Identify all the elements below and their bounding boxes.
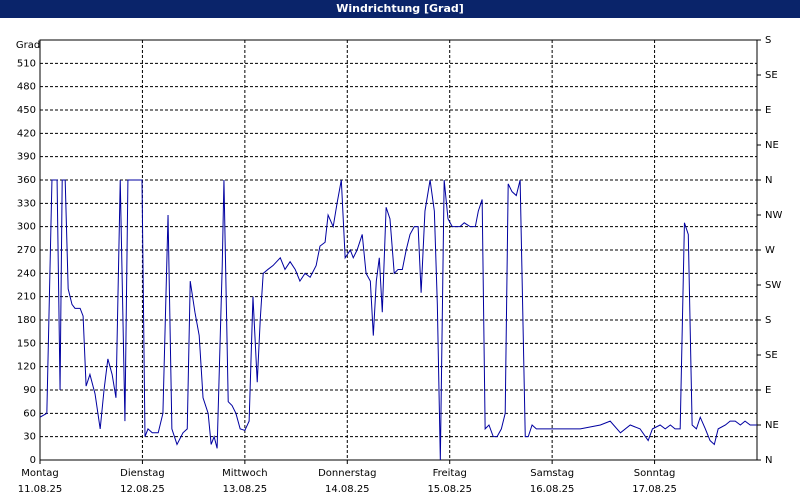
y-tick-label: 180 xyxy=(17,315,36,326)
x-tick-date: 12.08.25 xyxy=(120,484,165,495)
y-tick-label: 510 xyxy=(17,58,36,69)
y-tick-label: 480 xyxy=(17,82,36,93)
x-tick-label: Samstag xyxy=(530,468,574,479)
y2-tick-label: NE xyxy=(765,420,779,431)
x-tick-label: Donnerstag xyxy=(318,468,376,479)
x-tick-label: Montag xyxy=(21,468,58,479)
x-tick-label: Sonntag xyxy=(634,468,676,479)
y-tick-label: 420 xyxy=(17,128,36,139)
x-tick-date: 17.08.25 xyxy=(632,484,677,495)
title-bar xyxy=(0,0,800,18)
data-line xyxy=(39,179,757,461)
y-tick-label: 360 xyxy=(17,175,36,186)
y2-tick-label: S xyxy=(765,35,771,46)
y-tick-label: 150 xyxy=(17,338,36,349)
y2-tick-label: N xyxy=(765,175,772,186)
y2-tick-label: E xyxy=(765,105,771,116)
y-tick-label: 210 xyxy=(17,292,36,303)
x-tick-date: 16.08.25 xyxy=(530,484,575,495)
y-tick-label: 60 xyxy=(23,408,36,419)
y2-tick-label: SW xyxy=(765,280,781,291)
x-tick-label: Mittwoch xyxy=(222,468,267,479)
y2-tick-label: E xyxy=(765,385,771,396)
y-tick-label: 450 xyxy=(17,105,36,116)
chart-title: Windrichtung [Grad] xyxy=(336,2,464,15)
y2-tick-label: N xyxy=(765,455,772,466)
x-tick-date: 13.08.25 xyxy=(223,484,268,495)
x-tick-date: 15.08.25 xyxy=(427,484,472,495)
x-tick-label: Freitag xyxy=(433,468,467,479)
y-tick-label: 390 xyxy=(17,152,36,163)
y-tick-label: 120 xyxy=(17,362,36,373)
y2-tick-label: SE xyxy=(765,350,778,361)
y-axis-label: Grad xyxy=(16,40,40,51)
x-tick-date: 11.08.25 xyxy=(18,484,63,495)
y-tick-label: 270 xyxy=(17,245,36,256)
y-tick-label: 240 xyxy=(17,268,36,279)
y-tick-label: 300 xyxy=(17,222,36,233)
y2-tick-label: NE xyxy=(765,140,779,151)
y-tick-label: 0 xyxy=(30,455,36,466)
y2-tick-label: SE xyxy=(765,70,778,81)
y-tick-label: 90 xyxy=(23,385,36,396)
y2-tick-label: NW xyxy=(765,210,782,221)
x-tick-date: 14.08.25 xyxy=(325,484,370,495)
y-tick-label: 330 xyxy=(17,198,36,209)
y-tick-label: 30 xyxy=(23,432,36,443)
y2-tick-label: S xyxy=(765,315,771,326)
x-tick-label: Dienstag xyxy=(120,468,165,479)
y2-tick-label: W xyxy=(765,245,775,256)
